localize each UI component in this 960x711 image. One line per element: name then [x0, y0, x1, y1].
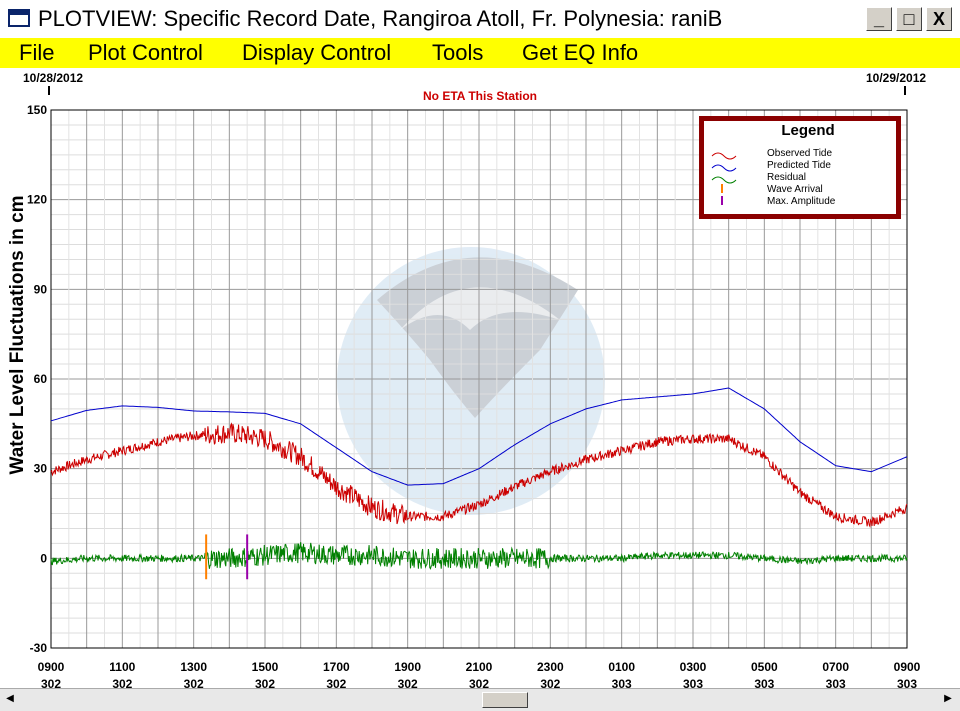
- legend-entry-observed: Observed Tide: [767, 148, 832, 159]
- legend-swatch-observed: [711, 152, 737, 160]
- close-button[interactable]: X: [926, 7, 952, 31]
- legend-swatch-predicted: [711, 164, 737, 172]
- series-lines: [50, 387, 908, 570]
- menu-get-eq-info[interactable]: Get EQ Info: [522, 40, 639, 65]
- y-tick-label: 0: [40, 551, 47, 565]
- x-tick-label: 2300: [537, 660, 564, 674]
- x-tick-day-label: 302: [184, 677, 204, 688]
- tide-chart: 150 120 90 60 30 0 -30 0900 302 1100 302 1300 302 15…: [7, 71, 926, 691]
- x-tick-label: 0500: [751, 660, 778, 674]
- x-tick-label: 1900: [394, 660, 421, 674]
- x-tick-label: 0900: [894, 660, 921, 674]
- x-tick-day-label: 303: [754, 677, 774, 688]
- minimize-button[interactable]: _: [866, 7, 892, 31]
- legend-entry-predicted: Predicted Tide: [767, 160, 831, 171]
- x-tick-day-label: 302: [398, 677, 418, 688]
- noaa-logo-watermark: [337, 247, 605, 515]
- date-right-label: 10/29/2012: [866, 71, 926, 85]
- x-tick-day-label: 303: [683, 677, 703, 688]
- legend-swatch-residual: [711, 176, 737, 184]
- app-window-icon[interactable]: [8, 9, 30, 27]
- maximize-button[interactable]: □: [896, 7, 922, 31]
- menu-plot-control[interactable]: Plot Control: [88, 40, 203, 65]
- menu-bar: File Plot Control Display Control Tools …: [0, 38, 960, 68]
- plot-frame: [50, 109, 908, 649]
- x-tick-label: 1300: [180, 660, 207, 674]
- series-line-predicted-tide: [50, 387, 908, 486]
- x-tick-labels: 0900 302 1100 302 1300 302 1500 302 1700 302 1900 3…: [38, 660, 921, 691]
- title-bar: PLOTVIEW: Specific Record Date, Rangiroa…: [0, 0, 960, 39]
- x-tick-day-label: 302: [255, 677, 275, 688]
- x-tick-label: 1500: [252, 660, 279, 674]
- x-tick-label: 0900: [38, 660, 65, 674]
- plot-area: 150 120 90 60 30 0 -30 0900 302 1100 302 1300 302 15…: [0, 68, 960, 691]
- event-markers: [205, 534, 249, 580]
- y-tick-labels: 150 120 90 60 30 0 -30: [27, 103, 47, 655]
- y-tick-label: 90: [34, 282, 48, 296]
- scrollbar-thumb[interactable]: [482, 692, 528, 708]
- y-tick-label: 30: [34, 462, 48, 476]
- legend-entry-wave-arrival: Wave Arrival: [767, 184, 823, 195]
- x-tick-label: 1700: [323, 660, 350, 674]
- scroll-right-arrow-icon[interactable]: ▶: [944, 693, 952, 704]
- menu-tools[interactable]: Tools: [432, 40, 484, 65]
- x-tick-label: 1100: [109, 660, 135, 674]
- series-line-residual: [50, 542, 908, 570]
- eta-notice: No ETA This Station: [423, 89, 537, 103]
- y-axis-label: Water Level Fluctuations in cm: [7, 195, 28, 474]
- x-tick-day-label: 302: [112, 677, 132, 688]
- legend-box: Legend Observed Tide Predicted Tide Resi…: [699, 116, 901, 219]
- x-tick-day-label: 302: [540, 677, 560, 688]
- menu-display-control[interactable]: Display Control: [242, 40, 392, 65]
- y-tick-label: -30: [30, 641, 48, 655]
- scroll-left-arrow-icon[interactable]: ◀: [6, 693, 14, 704]
- horizontal-scrollbar[interactable]: ◀ ▶: [0, 688, 960, 711]
- x-tick-label: 0100: [608, 660, 635, 674]
- legend-title: Legend: [781, 122, 834, 139]
- x-tick-label: 2100: [466, 660, 493, 674]
- y-tick-label: 60: [34, 372, 48, 386]
- x-tick-label: 0700: [822, 660, 849, 674]
- y-tick-label: 150: [27, 103, 47, 117]
- menu-file[interactable]: File: [19, 40, 55, 65]
- x-tick-day-label: 302: [41, 677, 61, 688]
- legend-entry-residual: Residual: [767, 172, 806, 183]
- x-tick-day-label: 302: [469, 677, 489, 688]
- x-tick-label: 0300: [680, 660, 707, 674]
- y-tick-label: 120: [27, 193, 47, 207]
- x-tick-day-label: 303: [897, 677, 917, 688]
- legend-entry-max-amplitude: Max. Amplitude: [767, 196, 836, 207]
- date-left-label: 10/28/2012: [23, 71, 83, 85]
- window-title: PLOTVIEW: Specific Record Date, Rangiroa…: [38, 6, 723, 31]
- x-tick-day-label: 302: [326, 677, 346, 688]
- x-tick-day-label: 303: [612, 677, 632, 688]
- x-tick-day-label: 303: [826, 677, 846, 688]
- series-line-observed-tide: [50, 422, 908, 528]
